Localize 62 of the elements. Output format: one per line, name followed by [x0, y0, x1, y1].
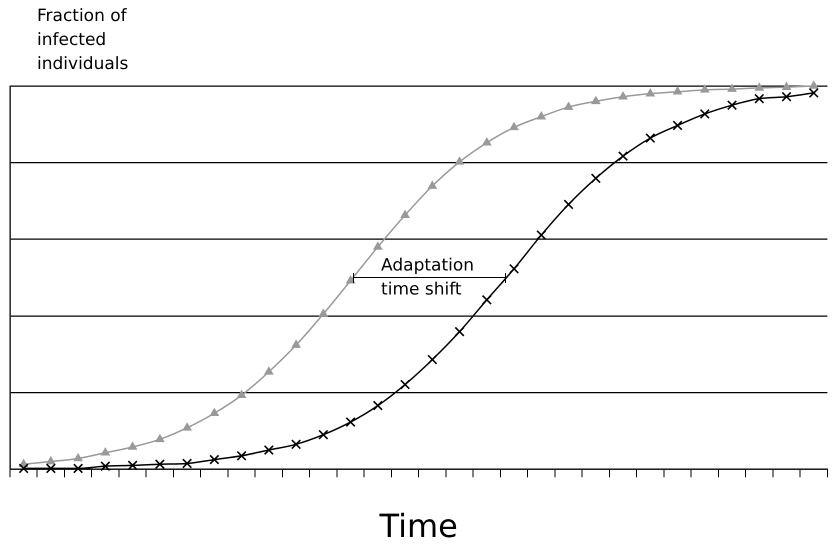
point — [537, 112, 546, 120]
point — [592, 96, 600, 104]
point — [400, 379, 410, 390]
point — [673, 86, 682, 95]
x-axis-title: Time — [378, 507, 458, 546]
point — [372, 400, 383, 411]
point — [128, 442, 137, 450]
point — [73, 463, 84, 474]
point — [346, 276, 355, 284]
point — [156, 434, 164, 442]
point — [400, 210, 410, 218]
point — [536, 230, 546, 240]
point — [455, 157, 464, 165]
point — [700, 85, 710, 93]
point — [74, 454, 82, 462]
annotation: Adaptation time shift — [381, 256, 474, 300]
point — [754, 94, 764, 104]
point — [18, 463, 29, 474]
y-axis-title: Fraction of infected individuals — [37, 5, 130, 76]
point — [728, 84, 736, 92]
point — [482, 138, 492, 146]
point — [182, 423, 192, 431]
point — [182, 458, 192, 468]
point — [46, 456, 56, 464]
point — [590, 173, 601, 184]
point — [46, 463, 56, 474]
point — [209, 454, 220, 465]
point — [755, 83, 764, 91]
point — [646, 88, 655, 96]
point — [100, 461, 110, 472]
point — [292, 340, 300, 348]
point — [726, 100, 738, 110]
point — [264, 445, 274, 456]
point — [236, 450, 247, 461]
point — [482, 294, 492, 305]
point — [374, 242, 382, 250]
point — [672, 120, 683, 131]
point — [319, 309, 328, 317]
point — [564, 102, 573, 110]
point — [318, 430, 328, 440]
point — [645, 133, 656, 144]
point — [128, 460, 138, 470]
point — [618, 92, 628, 100]
point — [454, 326, 465, 337]
point — [808, 88, 819, 98]
point — [700, 108, 710, 120]
point — [427, 354, 438, 365]
point — [154, 459, 165, 470]
point — [210, 408, 219, 416]
point — [510, 122, 518, 130]
point — [810, 81, 818, 89]
point — [264, 367, 274, 375]
point — [781, 92, 792, 102]
point — [291, 439, 302, 450]
point — [101, 448, 110, 456]
point — [346, 417, 356, 428]
point — [509, 264, 520, 274]
point — [428, 181, 437, 189]
point — [782, 82, 791, 90]
point — [618, 151, 628, 162]
point — [564, 199, 574, 210]
point — [237, 390, 246, 398]
